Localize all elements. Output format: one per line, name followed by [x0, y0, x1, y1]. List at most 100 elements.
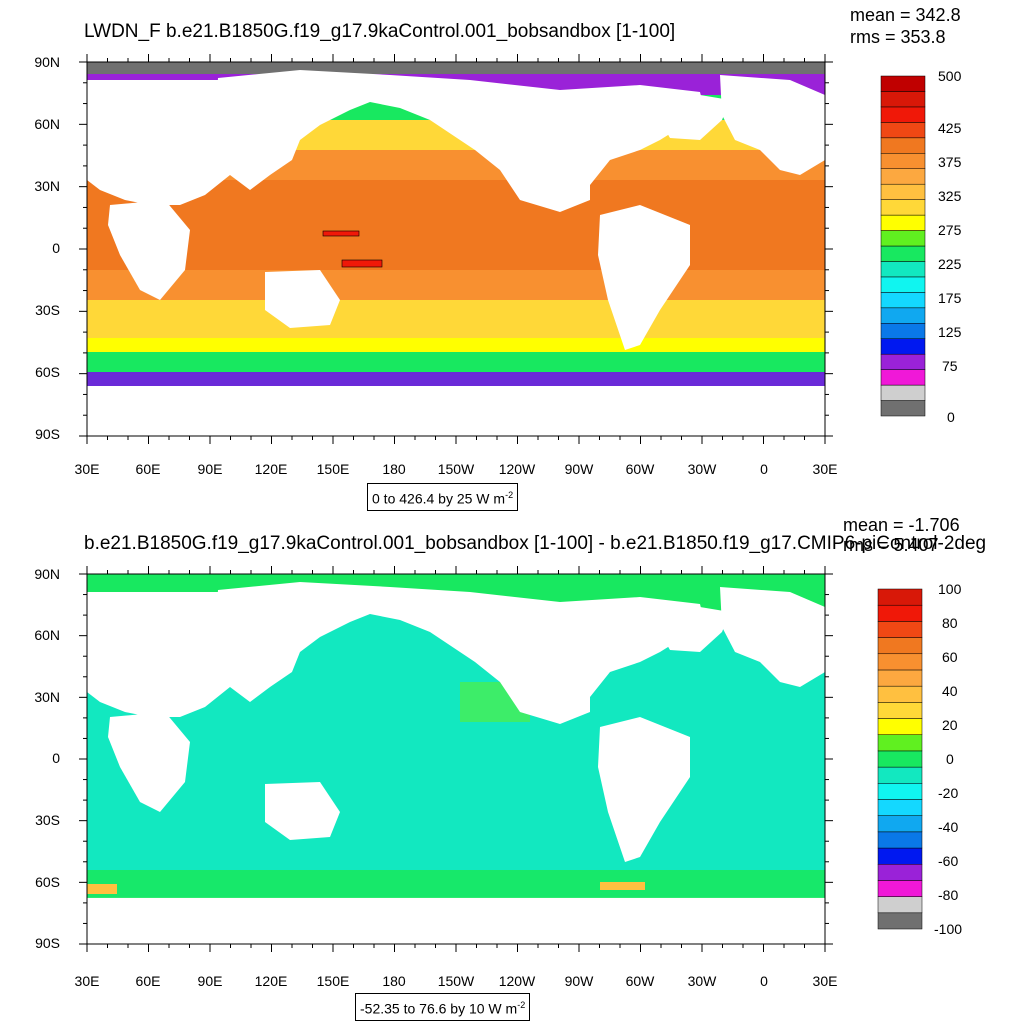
top-cbar-label-375: 375: [938, 154, 962, 170]
top-north-america: [215, 70, 705, 212]
top-lon-labels: 30E 60E 90E 120E 150E 180 150W 120W 90W …: [75, 461, 838, 477]
top-lon-label-150w: 150W: [438, 461, 475, 477]
top-cbar-label-325: 325: [938, 188, 962, 204]
bottom-cbar-label-neg40: -40: [938, 819, 958, 835]
bottom-colorbar-box-17: [877, 637, 923, 655]
top-band-south-orange: [87, 270, 825, 300]
bottom-cbar-label-neg80: -80: [938, 887, 958, 903]
top-colorbar-box-16: [880, 153, 926, 169]
bottom-lat-label-30s: 30S: [35, 812, 60, 828]
bottom-cbar-label-20: 20: [942, 717, 958, 733]
bottom-lat-label-90s: 90S: [35, 935, 60, 951]
top-colorbar-box-13: [880, 199, 926, 216]
bottom-north-america: [215, 582, 705, 724]
bottom-map-panel: b.e21.B1850G.f19_g17.9kaControl.001_bobs…: [0, 512, 1024, 1024]
top-lat-label-30s: 30S: [35, 302, 60, 318]
top-band-south-purple: [87, 372, 825, 386]
bottom-colorbar: [877, 588, 923, 930]
bottom-europe: [720, 587, 825, 687]
top-cbar-label-75: 75: [942, 358, 958, 374]
bottom-axis-ticks: [79, 566, 833, 952]
bottom-asia: [87, 592, 250, 717]
top-asia: [87, 80, 250, 205]
bottom-colorbar-box-8: [877, 783, 923, 800]
bottom-lat-label-90n: 90N: [34, 566, 60, 582]
top-lat-label-90s: 90S: [35, 426, 60, 442]
bottom-antarctica-land: [87, 897, 825, 944]
bottom-cbar-label-80: 80: [942, 615, 958, 631]
top-map-svg: 90N 60N 30N 0 30S 60S 90S 30E 60E 90E 12…: [34, 54, 962, 477]
bottom-lon-label-30w: 30W: [688, 973, 718, 989]
bottom-panel-title: b.e21.B1850G.f19_g17.9kaControl.001_bobs…: [84, 533, 987, 554]
bottom-south-warm-west: [87, 884, 117, 894]
top-colorbar-box-19: [880, 106, 926, 123]
top-colorbar-box-15: [880, 168, 926, 185]
top-colorbar-box-10: [880, 245, 926, 262]
top-lon-label-30w: 30W: [688, 461, 718, 477]
bottom-lat-label-0: 0: [52, 750, 60, 766]
top-colorbar-box-7: [880, 292, 926, 309]
top-cbar-label-425: 425: [938, 120, 962, 136]
top-colorbar-labels: 500 425 375 325 275 225 175 125 75 0: [938, 68, 962, 425]
top-colorbar-box-17: [880, 137, 926, 154]
bottom-lat-labels: 90N 60N 30N 0 30S 60S 90S: [34, 566, 60, 951]
bottom-lon-label-120w: 120W: [499, 973, 536, 989]
bottom-lon-label-90w: 90W: [565, 973, 595, 989]
top-lon-label-30e-end: 30E: [813, 461, 838, 477]
top-colorbar-box-18: [880, 122, 926, 139]
top-cbar-label-125: 125: [938, 324, 962, 340]
bottom-colorbar-box-13: [877, 702, 923, 719]
top-band-south-yellow: [87, 338, 825, 352]
top-colorbar-box-3: [880, 353, 926, 370]
top-band-south-lightorange: [87, 300, 825, 338]
top-australia: [265, 270, 340, 328]
bottom-colorbar-box-12: [877, 718, 923, 735]
bottom-cbar-label-neg60: -60: [938, 853, 958, 869]
bottom-colorbar-box-5: [877, 831, 923, 849]
top-range-exponent: -2: [505, 490, 514, 500]
bottom-colorbar-box-15: [877, 669, 923, 687]
top-africa: [108, 200, 190, 300]
top-band-arctic-ice: [87, 62, 825, 74]
bottom-lat-label-60n: 60N: [34, 627, 60, 643]
bottom-colorbar-box-1: [877, 896, 923, 914]
bottom-continents: [87, 582, 825, 862]
bottom-lon-label-90e: 90E: [198, 973, 223, 989]
top-lon-label-90e: 90E: [198, 461, 223, 477]
bottom-colorbar-box-9: [877, 766, 923, 784]
bottom-colorbar-box-3: [877, 863, 923, 881]
top-colorbar-box-14: [880, 183, 926, 200]
top-lon-label-150e: 150E: [317, 461, 350, 477]
bottom-cbar-label-40: 40: [942, 683, 958, 699]
top-lon-label-180: 180: [382, 461, 406, 477]
top-range-text: 0 to 426.4 by 25 W m: [372, 490, 506, 507]
top-band-tropical: [87, 180, 825, 270]
bottom-lon-label-30e-end: 30E: [813, 973, 838, 989]
bottom-lon-label-120e: 120E: [255, 973, 288, 989]
top-lon-label-60e: 60E: [136, 461, 161, 477]
bottom-colorbar-box-11: [877, 734, 923, 752]
bottom-lon-label-0: 0: [760, 973, 768, 989]
top-cbar-label-275: 275: [938, 222, 962, 238]
bottom-colorbar-box-16: [877, 653, 923, 671]
top-colorbar-box-4: [880, 338, 926, 355]
top-panel-title: LWDN_F b.e21.B1850G.f19_g17.9kaControl.0…: [84, 21, 676, 42]
bottom-colorbar-box-2: [877, 880, 923, 897]
top-europe: [720, 75, 825, 175]
bottom-cbar-label-neg100: -100: [934, 921, 962, 937]
bottom-africa: [108, 712, 190, 812]
bottom-rms-stat: rms = 5.407: [843, 535, 939, 555]
bottom-colorbar-box-0: [877, 912, 923, 930]
bottom-range-exponent: -2: [517, 1000, 526, 1010]
bottom-colorbar-box-7: [877, 799, 923, 816]
top-colorbar-box-20: [880, 91, 926, 108]
top-colorbar-box-1: [880, 384, 926, 401]
bottom-colorbar-box-19: [877, 604, 923, 622]
bottom-mean-stat: mean = -1.706: [843, 515, 960, 535]
top-colorbar-box-6: [880, 307, 926, 324]
top-warm-pool-spot-2: [341, 259, 383, 268]
top-band-south-green: [87, 352, 825, 372]
bottom-lon-labels: 30E 60E 90E 120E 150E 180 150W 120W 90W …: [75, 973, 838, 989]
bottom-lon-label-180: 180: [382, 973, 406, 989]
bottom-cbar-label-0: 0: [946, 751, 954, 767]
